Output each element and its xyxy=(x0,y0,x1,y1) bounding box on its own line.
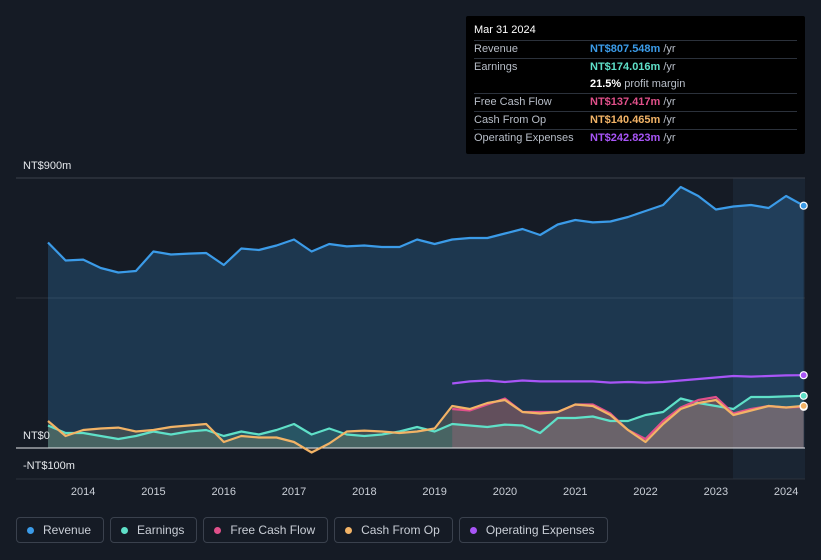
y-tick-label-bottom: -NT$100m xyxy=(23,460,75,472)
legend-dot-icon xyxy=(27,526,34,534)
tooltip-row-opex: Operating Expenses NT$242.823m /yr xyxy=(474,129,797,147)
legend-item-revenue[interactable]: Revenue xyxy=(16,517,105,543)
tooltip-label: Cash From Op xyxy=(474,114,547,126)
legend-dot-icon xyxy=(345,526,353,534)
tooltip-value: NT$174.016m xyxy=(590,61,661,73)
endpoint-earnings xyxy=(799,391,808,400)
tooltip-value: NT$137.417m xyxy=(590,96,661,108)
x-tick-label: 2019 xyxy=(422,486,446,498)
legend-dot-icon xyxy=(121,526,129,534)
endpoint-cash-from-op xyxy=(799,401,808,410)
tooltip-value: NT$242.823m xyxy=(590,132,661,144)
tooltip-row-margin: 21.5% profit margin xyxy=(474,76,797,93)
area-cash-from-op xyxy=(48,400,804,453)
tooltip-unit: profit margin xyxy=(624,78,686,90)
legend-label: Free Cash Flow xyxy=(230,523,316,537)
tooltip-row-revenue: Revenue NT$807.548m /yr xyxy=(474,40,797,58)
legend-label: Earnings xyxy=(137,523,185,537)
tooltip-row-cfo: Cash From Op NT$140.465m /yr xyxy=(474,111,797,129)
tooltip-label: Operating Expenses xyxy=(474,132,574,144)
tooltip-label: Free Cash Flow xyxy=(474,96,552,108)
tooltip-label: Earnings xyxy=(474,61,518,73)
line-revenue xyxy=(47,185,805,274)
x-tick-label: 2020 xyxy=(493,486,517,498)
area-earnings xyxy=(48,395,804,448)
forecast-shade xyxy=(733,178,805,479)
tooltip-row-earnings: Earnings NT$174.016m /yr xyxy=(474,58,797,76)
legend-item-free-cash-flow[interactable]: Free Cash Flow xyxy=(203,517,329,543)
line-operating-expenses xyxy=(452,374,804,385)
tooltip-value: NT$140.465m xyxy=(590,114,661,126)
line-cash-from-op xyxy=(47,398,804,454)
tooltip-unit: /yr xyxy=(663,43,676,55)
x-tick-label: 2023 xyxy=(704,486,728,498)
tooltip-date: Mar 31 2024 xyxy=(474,24,536,36)
tooltip-row-fcf: Free Cash Flow NT$137.417m /yr xyxy=(474,93,797,111)
legend: Revenue Earnings Free Cash Flow Cash Fro… xyxy=(16,517,608,543)
legend-label: Revenue xyxy=(43,523,92,537)
legend-label: Cash From Op xyxy=(361,523,440,537)
x-tick-label: 2018 xyxy=(352,486,376,498)
legend-item-earnings[interactable]: Earnings xyxy=(110,517,198,543)
legend-dot-icon xyxy=(214,526,222,534)
tooltip-unit: /yr xyxy=(663,96,676,108)
tooltip-unit: /yr xyxy=(663,61,676,73)
x-tick-label: 2022 xyxy=(633,486,657,498)
tooltip-unit: /yr xyxy=(663,114,676,126)
area-free-cash-flow xyxy=(452,397,804,448)
tooltip-label: Revenue xyxy=(474,43,519,55)
x-tick-label: 2017 xyxy=(282,486,306,498)
y-tick-label-zero: NT$0 xyxy=(23,430,50,442)
x-tick-label: 2015 xyxy=(141,486,165,498)
x-tick-label: 2014 xyxy=(71,486,95,498)
legend-label: Operating Expenses xyxy=(485,523,595,537)
tooltip-panel: Mar 31 2024 Revenue NT$807.548m /yr Earn… xyxy=(466,16,805,154)
endpoint-operating-expenses xyxy=(799,371,808,380)
x-tick-label: 2024 xyxy=(774,486,798,498)
tooltip-value: NT$807.548m xyxy=(590,43,661,55)
x-tick-label: 2021 xyxy=(563,486,587,498)
tooltip-value: 21.5% xyxy=(590,78,622,90)
legend-item-operating-expenses[interactable]: Operating Expenses xyxy=(458,517,608,543)
tooltip-label xyxy=(474,76,590,93)
endpoint-revenue xyxy=(799,201,808,210)
legend-dot-icon xyxy=(469,526,477,534)
legend-item-cash-from-op[interactable]: Cash From Op xyxy=(334,517,453,543)
x-tick-label: 2016 xyxy=(212,486,236,498)
tooltip-unit: /yr xyxy=(663,132,676,144)
y-tick-label-top: NT$900m xyxy=(23,160,72,172)
